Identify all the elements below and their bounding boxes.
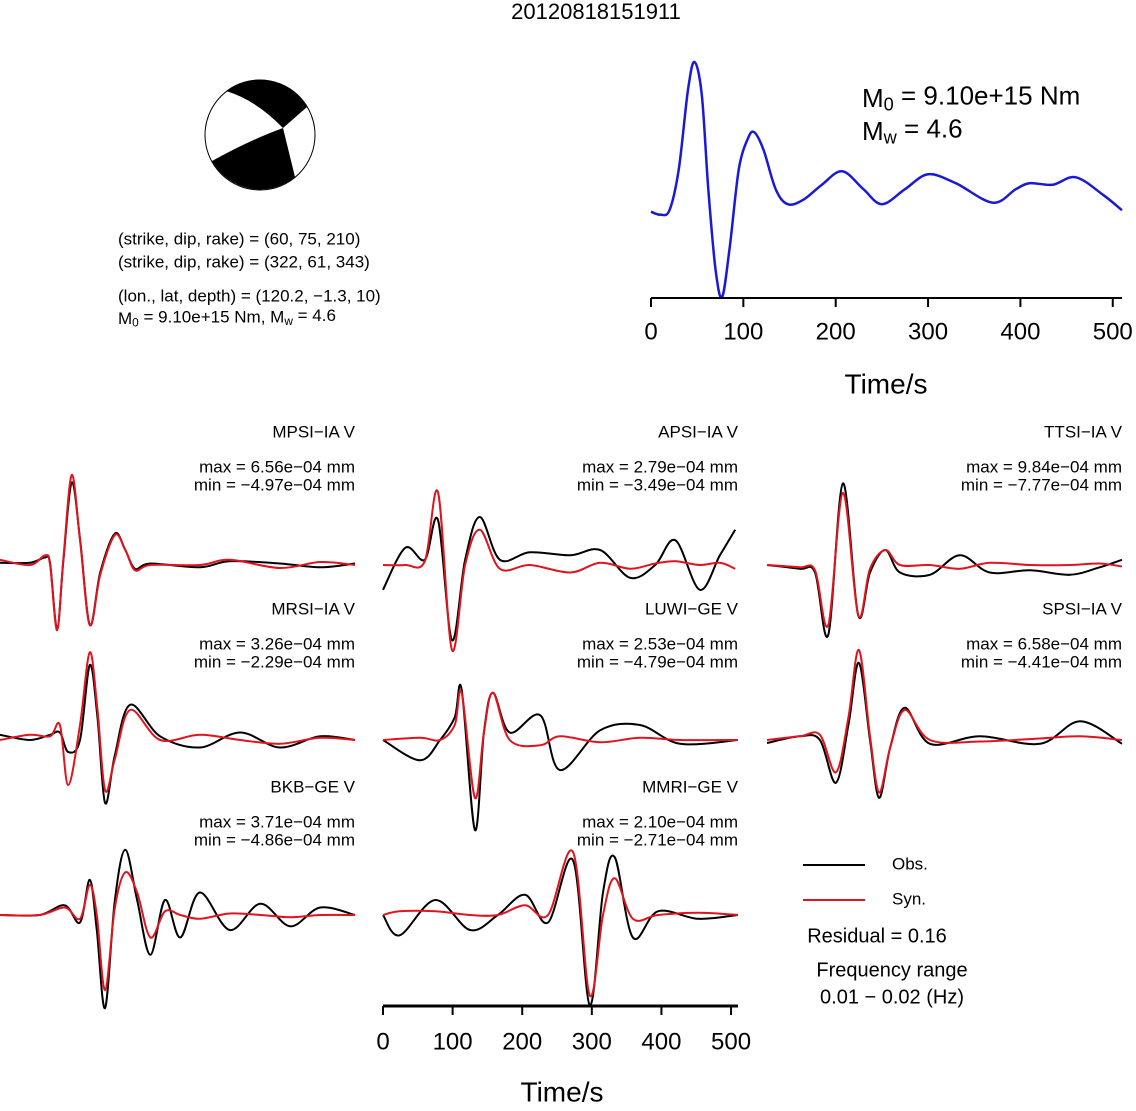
nodal-plane-1: (strike, dip, rake) = (60, 75, 210) [118,229,360,248]
min-amplitude: min = −4.79e−04 mm [577,652,738,671]
subscript: 0 [884,94,894,114]
text-piece: = 4.6 [293,306,336,325]
max-amplitude: max = 2.10e−04 mm [582,812,738,831]
observed-trace [382,515,737,642]
min-amplitude: min = −4.97e−04 mm [194,475,355,494]
x-tick-label: 0 [376,1028,389,1055]
max-amplitude: max = 6.56e−04 mm [199,457,355,476]
x-tick-label: 300 [572,1028,612,1055]
x-axis-label: Time/s [845,368,928,399]
observed-trace [382,683,739,832]
nodal-plane-2: (strike, dip, rake) = (322, 61, 343) [118,252,370,271]
max-amplitude: max = 2.53e−04 mm [582,634,738,653]
x-tick-label: 200 [502,1028,542,1055]
subscript: w [883,127,898,147]
location: (lon., lat, depth) = (120.2, −1.3, 10) [118,286,381,305]
observed-trace [766,661,1123,799]
station-label: TTSI−IA V [1044,422,1123,441]
station-label: MRSI−IA V [271,599,355,618]
min-amplitude: min = −3.49e−04 mm [577,475,738,494]
moment: M0 = 9.10e+15 Nm, Mw = 4.6 [118,306,336,329]
station-label: MPSI−IA V [272,422,355,441]
synthetic-trace [766,491,1123,628]
frequency-range: Frequency range [816,959,967,981]
beachball-quadrant [226,79,307,128]
min-amplitude: min = −7.77e−04 mm [961,475,1122,494]
frequency-range: 0.01 − 0.02 (Hz) [820,986,964,1008]
residual: Residual = 0.16 [807,925,947,947]
station-label: BKB−GE V [270,777,355,796]
min-amplitude: min = −2.71e−04 mm [577,830,738,849]
synthetic-trace [382,849,739,998]
max-amplitude: max = 3.71e−04 mm [199,812,355,831]
observed-trace [0,848,356,1010]
subscript: w [283,314,293,328]
beachball-quadrant [212,128,295,190]
synthetic-trace [0,651,356,793]
station-label: LUWI−GE V [645,599,739,618]
max-amplitude: max = 2.79e−04 mm [582,457,738,476]
synthetic-trace [766,648,1123,794]
station-label: MMRI−GE V [642,777,739,796]
moment-annotation: M0 = 9.10e+15 Nm [862,81,1080,115]
stf-line [650,60,1123,299]
text-piece: M [118,309,132,328]
subscript: 0 [132,316,139,330]
x-tick-label: 400 [1000,318,1040,345]
x-axis-label: Time/s [521,1076,604,1106]
min-amplitude: min = −2.29e−04 mm [194,652,355,671]
x-tick-label: 200 [816,318,856,345]
station-label: SPSI−IA V [1042,599,1123,618]
x-tick-label: 0 [644,318,657,345]
legend-label: Obs. [892,854,928,873]
text-piece: M [862,116,884,146]
min-amplitude: min = −4.86e−04 mm [194,830,355,849]
max-amplitude: max = 6.58e−04 mm [966,634,1122,653]
beachball [204,79,316,191]
text-piece: M [862,83,884,113]
max-amplitude: max = 3.26e−04 mm [199,634,355,653]
max-amplitude: max = 9.84e−04 mm [966,457,1122,476]
x-tick-label: 300 [908,318,948,345]
x-tick-label: 400 [641,1028,681,1055]
text-piece: = 9.10e+15 Nm, M [139,308,285,327]
synthetic-trace [0,473,356,632]
observed-trace [0,663,356,805]
moment-annotation: Mw = 4.6 [862,114,963,148]
figure-title: 20120818151911 [511,0,681,24]
x-tick-label: 100 [723,318,763,345]
text-piece: = 4.6 [897,114,963,144]
min-amplitude: min = −4.41e−04 mm [961,652,1122,671]
text-piece: = 9.10e+15 Nm [894,81,1080,111]
x-tick-label: 500 [1093,318,1133,345]
legend-label: Syn. [892,889,926,908]
station-label: APSI−IA V [658,422,739,441]
synthetic-trace [382,689,739,799]
x-tick-label: 500 [711,1028,751,1055]
synthetic-trace [0,871,356,992]
synthetic-trace [382,489,736,653]
x-tick-label: 100 [433,1028,473,1055]
